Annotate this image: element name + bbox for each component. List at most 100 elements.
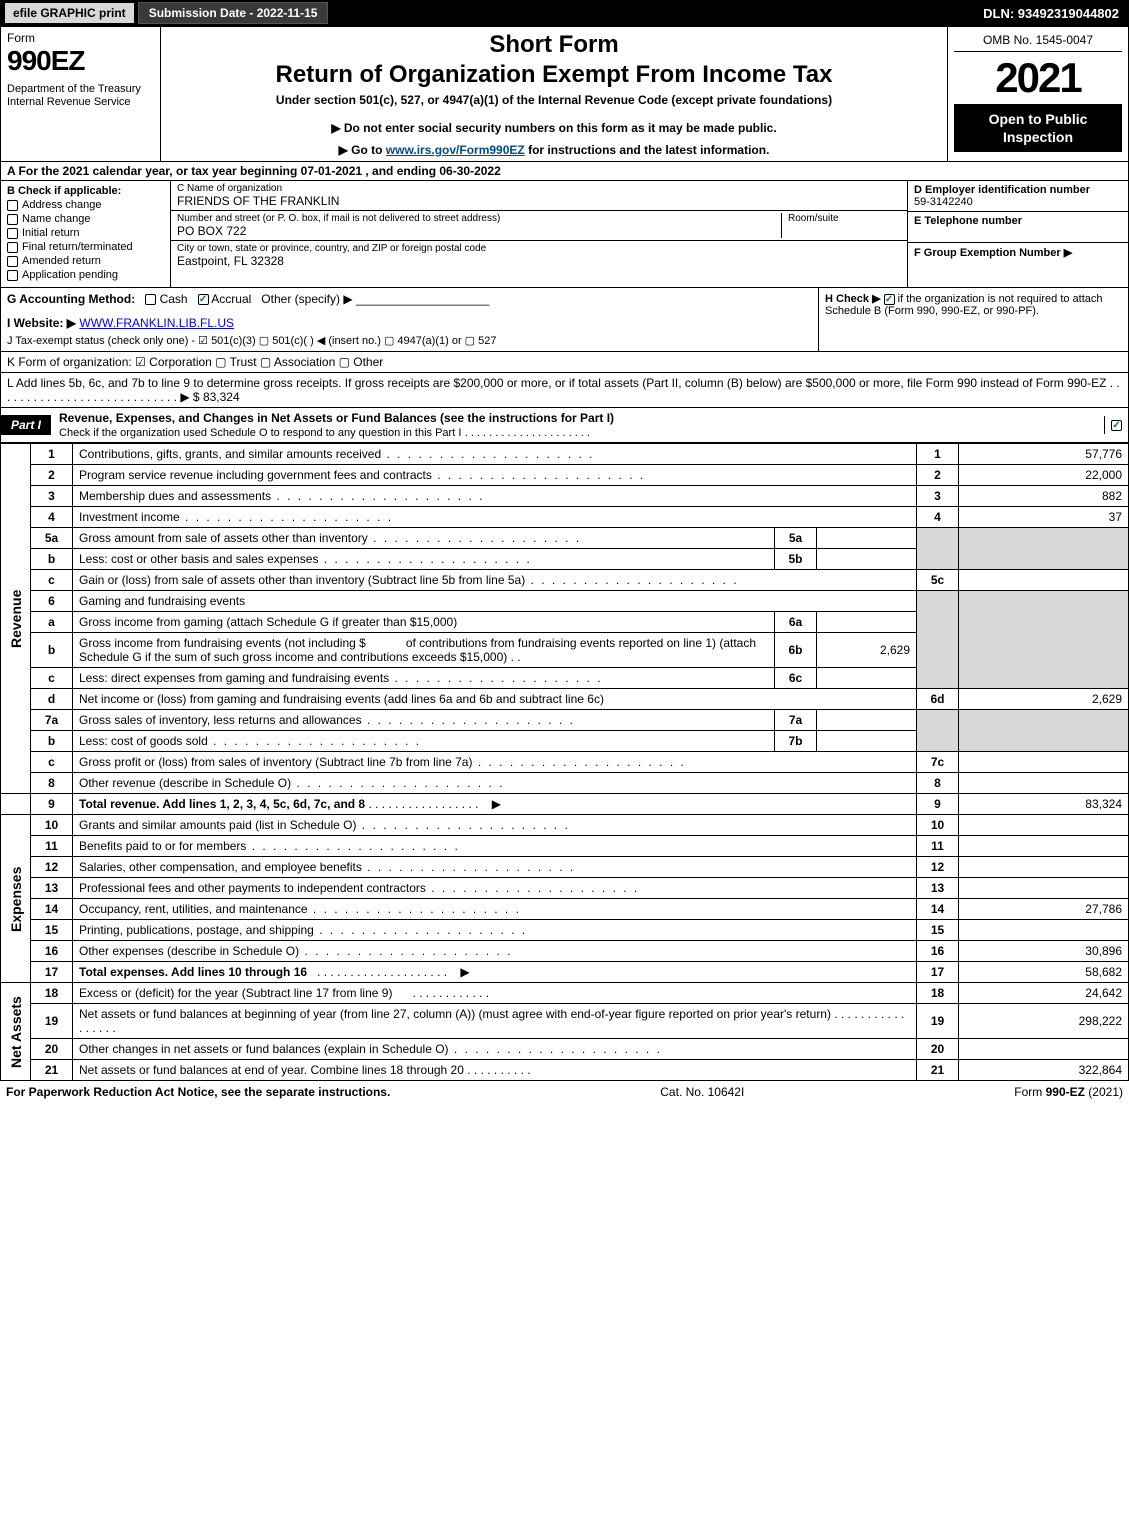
header-center: Short Form Return of Organization Exempt…	[161, 27, 948, 161]
city-label: City or town, state or province, country…	[177, 243, 901, 254]
ssn-warning: ▶ Do not enter social security numbers o…	[171, 121, 937, 135]
ref-num: 19	[917, 1004, 959, 1039]
shaded-cell	[917, 591, 959, 689]
line-desc: Printing, publications, postage, and shi…	[73, 920, 917, 941]
dln-label: DLN: 93492319044802	[983, 6, 1125, 21]
table-row: 14Occupancy, rent, utilities, and mainte…	[1, 899, 1129, 920]
part-i-header: Part I Revenue, Expenses, and Changes in…	[0, 408, 1129, 443]
line-desc: Other revenue (describe in Schedule O)	[73, 773, 917, 794]
website-link[interactable]: WWW.FRANKLIN.LIB.FL.US	[79, 316, 234, 330]
shaded-cell	[959, 710, 1129, 752]
org-name-value: FRIENDS OF THE FRANKLIN	[177, 194, 901, 208]
shaded-cell	[959, 528, 1129, 570]
checkbox-initial-return[interactable]	[7, 228, 18, 239]
line-num: c	[31, 752, 73, 773]
label-cash: Cash	[160, 292, 188, 306]
mini-val: 2,629	[817, 633, 917, 668]
line-desc: Investment income	[73, 507, 917, 528]
line-desc: Occupancy, rent, utilities, and maintena…	[73, 899, 917, 920]
ref-num: 7c	[917, 752, 959, 773]
city-value: Eastpoint, FL 32328	[177, 254, 901, 268]
line-num: 5a	[31, 528, 73, 549]
line-desc: Total expenses. Add lines 10 through 16 …	[73, 962, 917, 983]
checkbox-address-change[interactable]	[7, 200, 18, 211]
checkbox-cash[interactable]	[145, 294, 156, 305]
line-num: 13	[31, 878, 73, 899]
mini-num: 5b	[775, 549, 817, 570]
line-num: 10	[31, 815, 73, 836]
line-num: 15	[31, 920, 73, 941]
checkbox-application-pending[interactable]	[7, 270, 18, 281]
row-g-h: G Accounting Method: Cash Accrual Other …	[0, 288, 1129, 352]
checkbox-schedule-b[interactable]	[884, 294, 895, 305]
line-desc: Gain or (loss) from sale of assets other…	[73, 570, 917, 591]
amount: 58,682	[959, 962, 1129, 983]
shaded-cell	[959, 591, 1129, 689]
line-desc: Gross amount from sale of assets other t…	[73, 528, 775, 549]
form-word: Form	[7, 31, 154, 45]
amount	[959, 836, 1129, 857]
table-row: 12Salaries, other compensation, and empl…	[1, 857, 1129, 878]
footer-center: Cat. No. 10642I	[660, 1085, 744, 1099]
ref-num: 14	[917, 899, 959, 920]
mini-num: 6a	[775, 612, 817, 633]
checkbox-name-change[interactable]	[7, 214, 18, 225]
top-bar: efile GRAPHIC print Submission Date - 20…	[0, 0, 1129, 26]
table-row: 3Membership dues and assessments3882	[1, 486, 1129, 507]
checkbox-amended-return[interactable]	[7, 256, 18, 267]
amount: 57,776	[959, 444, 1129, 465]
side-label-expenses: Expenses	[1, 815, 31, 983]
ref-num: 5c	[917, 570, 959, 591]
part-i-tab: Part I	[1, 415, 51, 435]
ref-num: 6d	[917, 689, 959, 710]
schedule-o-check	[1104, 416, 1128, 434]
line-desc: Excess or (deficit) for the year (Subtra…	[73, 983, 917, 1004]
line-num: 18	[31, 983, 73, 1004]
line-num: c	[31, 570, 73, 591]
amount: 37	[959, 507, 1129, 528]
check-amended-return: Amended return	[7, 255, 164, 267]
city-cell: City or town, state or province, country…	[171, 241, 907, 270]
org-name-cell: C Name of organization FRIENDS OF THE FR…	[171, 181, 907, 211]
short-form-title: Short Form	[171, 31, 937, 59]
table-row: 21Net assets or fund balances at end of …	[1, 1060, 1129, 1081]
mini-num: 5a	[775, 528, 817, 549]
section-b-c-d: B Check if applicable: Address change Na…	[0, 181, 1129, 288]
table-row: 17Total expenses. Add lines 10 through 1…	[1, 962, 1129, 983]
table-row: Net Assets 18Excess or (deficit) for the…	[1, 983, 1129, 1004]
check-address-change: Address change	[7, 199, 164, 211]
mini-val	[817, 612, 917, 633]
line-desc: Less: cost or other basis and sales expe…	[73, 549, 775, 570]
efile-print-button[interactable]: efile GRAPHIC print	[4, 2, 135, 24]
telephone-label: E Telephone number	[914, 215, 1122, 227]
footer-left: For Paperwork Reduction Act Notice, see …	[6, 1085, 390, 1099]
row-h: H Check ▶ if the organization is not req…	[818, 288, 1128, 351]
submission-date-button[interactable]: Submission Date - 2022-11-15	[138, 2, 329, 24]
i-label: I Website: ▶	[7, 316, 76, 330]
amount: 83,324	[959, 794, 1129, 815]
checkbox-accrual[interactable]	[198, 294, 209, 305]
amount: 322,864	[959, 1060, 1129, 1081]
amount	[959, 878, 1129, 899]
line-num: b	[31, 549, 73, 570]
form-subtitle: Under section 501(c), 527, or 4947(a)(1)…	[171, 93, 937, 107]
section-c: C Name of organization FRIENDS OF THE FR…	[171, 181, 908, 287]
amount: 2,629	[959, 689, 1129, 710]
checkbox-schedule-o[interactable]	[1111, 420, 1122, 431]
ein-label: D Employer identification number	[914, 184, 1122, 196]
line-num: 6	[31, 591, 73, 612]
ref-num: 21	[917, 1060, 959, 1081]
row-l-value: 83,324	[203, 390, 240, 404]
table-row: 7aGross sales of inventory, less returns…	[1, 710, 1129, 731]
checkbox-final-return[interactable]	[7, 242, 18, 253]
table-row: 5aGross amount from sale of assets other…	[1, 528, 1129, 549]
mini-num: 7a	[775, 710, 817, 731]
ein-value: 59-3142240	[914, 196, 1122, 208]
amount	[959, 1039, 1129, 1060]
mini-num: 7b	[775, 731, 817, 752]
line-desc: Other changes in net assets or fund bala…	[73, 1039, 917, 1060]
line-desc: Gross income from gaming (attach Schedul…	[73, 612, 775, 633]
label-amended-return: Amended return	[22, 255, 101, 267]
mini-val	[817, 668, 917, 689]
instructions-link[interactable]: www.irs.gov/Form990EZ	[386, 143, 525, 157]
